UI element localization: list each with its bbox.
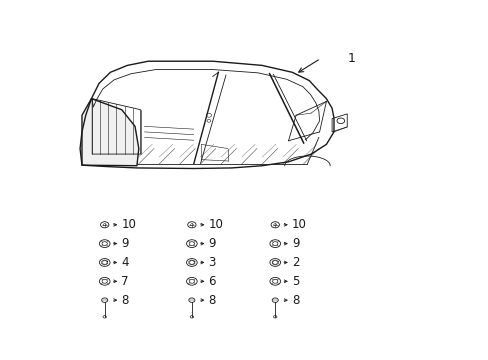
Text: 1: 1 (346, 52, 354, 65)
Text: 6: 6 (208, 275, 216, 288)
Text: 10: 10 (291, 218, 306, 231)
Text: 9: 9 (208, 237, 216, 250)
Polygon shape (82, 99, 139, 166)
Text: 8: 8 (121, 294, 128, 307)
Text: 10: 10 (208, 218, 223, 231)
Text: 4: 4 (121, 256, 129, 269)
Text: 8: 8 (291, 294, 299, 307)
Text: 3: 3 (208, 256, 216, 269)
Text: 9: 9 (291, 237, 299, 250)
Text: 2: 2 (291, 256, 299, 269)
Text: 8: 8 (208, 294, 216, 307)
Text: 5: 5 (291, 275, 299, 288)
Text: 7: 7 (121, 275, 129, 288)
Text: 10: 10 (121, 218, 136, 231)
Text: 9: 9 (121, 237, 129, 250)
